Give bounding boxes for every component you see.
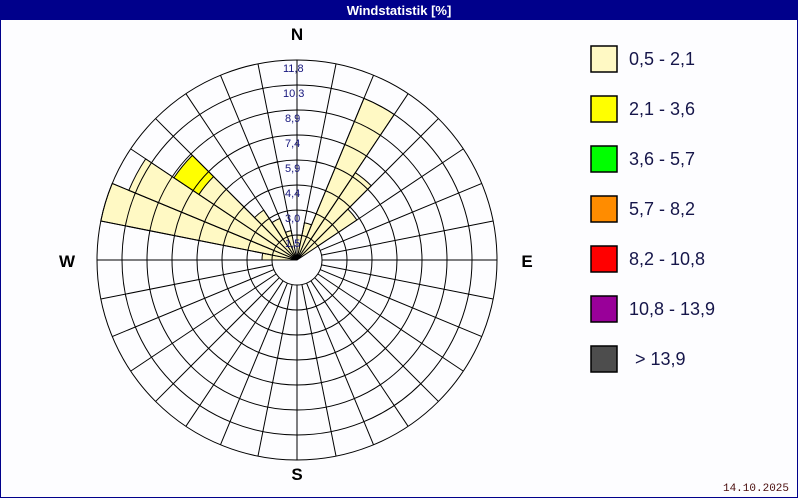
svg-text:W: W xyxy=(59,252,76,271)
svg-text:5,7 - 8,2: 5,7 - 8,2 xyxy=(629,199,695,219)
svg-text:4,4: 4,4 xyxy=(285,188,300,200)
svg-text:> 13,9: > 13,9 xyxy=(635,349,686,369)
svg-text:3,6 - 5,7: 3,6 - 5,7 xyxy=(629,149,695,169)
svg-text:11,8: 11,8 xyxy=(283,63,304,75)
svg-text:1,5: 1,5 xyxy=(285,238,300,250)
svg-text:10,8 - 13,9: 10,8 - 13,9 xyxy=(629,299,715,319)
svg-text:10,3: 10,3 xyxy=(283,88,304,100)
svg-text:N: N xyxy=(291,25,303,44)
svg-text:8,2 - 10,8: 8,2 - 10,8 xyxy=(629,249,705,269)
svg-text:7,4: 7,4 xyxy=(285,138,300,150)
svg-text:2,1 - 3,6: 2,1 - 3,6 xyxy=(629,99,695,119)
svg-text:3,0: 3,0 xyxy=(285,213,300,225)
svg-text:S: S xyxy=(291,465,302,484)
svg-text:E: E xyxy=(521,252,532,271)
svg-text:0,5 - 2,1: 0,5 - 2,1 xyxy=(629,49,695,69)
svg-text:8,9: 8,9 xyxy=(285,113,300,125)
svg-text:5,9: 5,9 xyxy=(285,163,300,175)
